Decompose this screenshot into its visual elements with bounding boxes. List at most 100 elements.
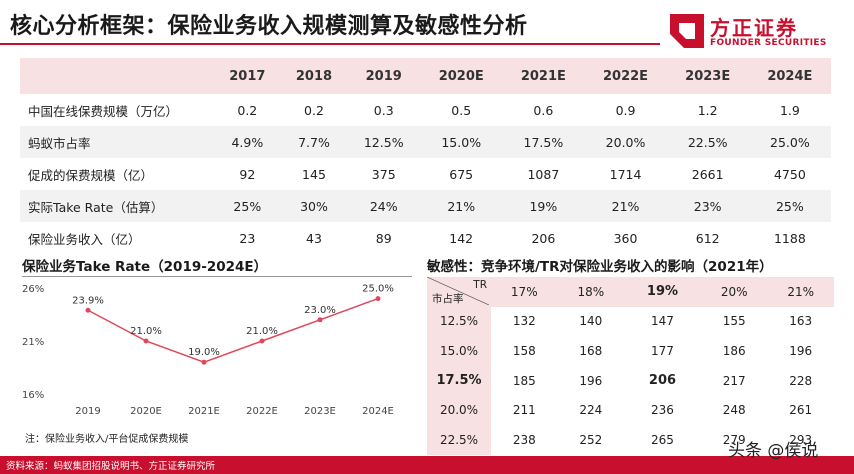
source-bar: 资料来源：蚂蚁集团招股说明书、方正证券研究所 <box>0 456 854 474</box>
table-cell: 25.0% <box>748 126 831 158</box>
table-cell: 675 <box>449 166 474 182</box>
row-label: 实际Take Rate（估算） <box>20 190 214 222</box>
sensitivity-corner: TR 市占率 <box>427 277 491 307</box>
table-cell: 142 <box>449 230 474 246</box>
share-header: 15.0% <box>427 336 491 366</box>
sensitivity-cell: 147 <box>651 314 674 329</box>
y-tick-label: 16% <box>22 390 44 401</box>
data-label: 21.0% <box>130 326 162 337</box>
sensitivity-cell: 158 <box>512 343 536 358</box>
sensitivity-cell: 248 <box>722 403 746 418</box>
sensitivity-row: 17.5% 185 196 206 217 228 <box>427 365 834 396</box>
table-cell: 20.0% <box>584 126 667 158</box>
table-cell: 24% <box>347 190 421 222</box>
sensitivity-cell: 196 <box>579 373 603 388</box>
table-cell: 25% <box>748 190 831 222</box>
table-cell: 0.2 <box>237 102 258 118</box>
row-label: 保险业务收入（亿） <box>28 231 141 247</box>
table-header-blank <box>20 58 214 94</box>
year-header: 2019 <box>347 58 421 94</box>
x-tick-label: 2024E <box>362 406 394 417</box>
table-cell: 92 <box>239 166 256 182</box>
data-point <box>375 296 381 302</box>
year-header: 2022E <box>584 58 667 94</box>
table-cell: 7.7% <box>280 126 348 158</box>
chart-title-underline <box>22 276 412 277</box>
table-cell: 43 <box>306 230 322 246</box>
sensitivity-cell: 185 <box>512 373 536 388</box>
table-row: 中国在线保费规模（万亿） 0.2 0.2 0.3 0.5 0.6 0.9 1.2… <box>20 94 831 126</box>
table-cell: 0.3 <box>373 102 394 118</box>
year-header: 2021E <box>502 58 585 94</box>
share-header: 20.0% <box>427 395 491 425</box>
table-cell: 145 <box>302 166 326 182</box>
sensitivity-cell: 168 <box>579 343 603 358</box>
sensitivity-row: 20.0% 211 224 236 248 261 <box>427 395 834 425</box>
data-point <box>85 307 91 313</box>
sensitivity-row: 12.5% 132 140 147 155 163 <box>427 306 834 337</box>
row-label: 中国在线保费规模（万亿） <box>28 103 179 119</box>
sensitivity-cell: 177 <box>651 343 674 358</box>
table-cell: 19% <box>502 190 585 222</box>
sensitivity-header-row: TR 市占率 17% 18% 19% 20% 21% <box>427 277 834 307</box>
x-tick-label: 2021E <box>188 406 220 417</box>
table-row: 促成的保费规模（亿） 92 145 375 675 1087 1714 2661… <box>20 158 831 190</box>
table-cell: 22.5% <box>666 126 749 158</box>
diagonal-divider <box>427 277 489 305</box>
corner-label-tr: TR <box>473 279 487 291</box>
y-tick-label: 21% <box>22 337 44 348</box>
table-cell: 12.5% <box>347 126 421 158</box>
table-cell: 21% <box>584 190 667 222</box>
table-cell: 1087 <box>527 166 560 182</box>
sensitivity-cell: 196 <box>789 343 813 358</box>
table-cell: 15.0% <box>420 126 503 158</box>
x-tick-label: 2023E <box>304 406 336 417</box>
table-row: 实际Take Rate（估算） 25% 30% 24% 21% 19% 21% … <box>20 190 831 222</box>
share-header-base: 17.5% <box>427 365 491 396</box>
table-cell: 1.2 <box>697 102 718 118</box>
table-cell: 0.2 <box>304 102 324 118</box>
table-cell: 4.9% <box>214 126 281 158</box>
sensitivity-cell: 238 <box>512 432 536 447</box>
logo-text-en: FOUNDER SECURITIES <box>710 38 827 48</box>
revenue-estimate-table: 2017 2018 2019 2020E 2021E 2022E 2023E 2… <box>20 58 831 254</box>
sensitivity-cell: 186 <box>722 343 746 358</box>
data-point <box>259 338 265 344</box>
table-cell: 360 <box>613 230 638 246</box>
take-rate-series-line <box>87 297 379 363</box>
data-point <box>143 338 149 344</box>
table-header-row: 2017 2018 2019 2020E 2021E 2022E 2023E 2… <box>20 58 831 94</box>
data-label: 21.0% <box>246 326 278 337</box>
table-row: 蚂蚁市占率 4.9% 7.7% 12.5% 15.0% 17.5% 20.0% … <box>20 126 831 158</box>
table-cell: 1188 <box>773 230 806 246</box>
take-rate-line-chart: 26% 21% 16% 23.9% 2019 21.0% 2020E 19.0% 2021E 21… <box>22 284 394 417</box>
data-point <box>201 359 207 365</box>
chart-note: 注：保险业务收入/平台促成保费规模 <box>25 434 189 445</box>
table-cell: 4750 <box>773 166 806 182</box>
table-cell: 89 <box>375 230 392 246</box>
chart-title: 保险业务Take Rate（2019-2024E） <box>22 259 268 275</box>
data-label: 25.0% <box>362 284 394 295</box>
year-header: 2024E <box>748 58 831 94</box>
sensitivity-cell: 261 <box>789 403 813 418</box>
sensitivity-cell: 163 <box>789 314 813 329</box>
logo-text-cn: 方正证券 <box>710 16 798 40</box>
x-tick-label: 2022E <box>246 406 278 417</box>
table-cell: 21% <box>420 190 503 222</box>
sensitivity-cell-base: 206 <box>648 373 677 389</box>
table-row: 保险业务收入（亿） 23 43 89 142 206 360 612 1188 <box>20 222 831 254</box>
year-header: 2017 <box>214 58 281 94</box>
sensitivity-table: TR 市占率 17% 18% 19% 20% 21% 12.5% 132 140… <box>427 277 834 455</box>
data-label: 23.9% <box>72 295 104 306</box>
table-cell: 0.9 <box>615 102 636 118</box>
sensitivity-cell: 252 <box>579 432 603 447</box>
table-cell: 0.5 <box>451 102 472 118</box>
data-label: 23.0% <box>304 305 336 316</box>
watermark: 头条 @侯说 <box>728 441 819 461</box>
table-cell: 612 <box>695 230 720 246</box>
sensitivity-cell: 279 <box>722 432 746 447</box>
sensitivity-cell: 293 <box>789 432 813 447</box>
y-tick-label: 26% <box>22 284 44 295</box>
table-cell: 23% <box>666 190 749 222</box>
sensitivity-row: 22.5% 238 252 265 279 293 <box>427 424 834 455</box>
